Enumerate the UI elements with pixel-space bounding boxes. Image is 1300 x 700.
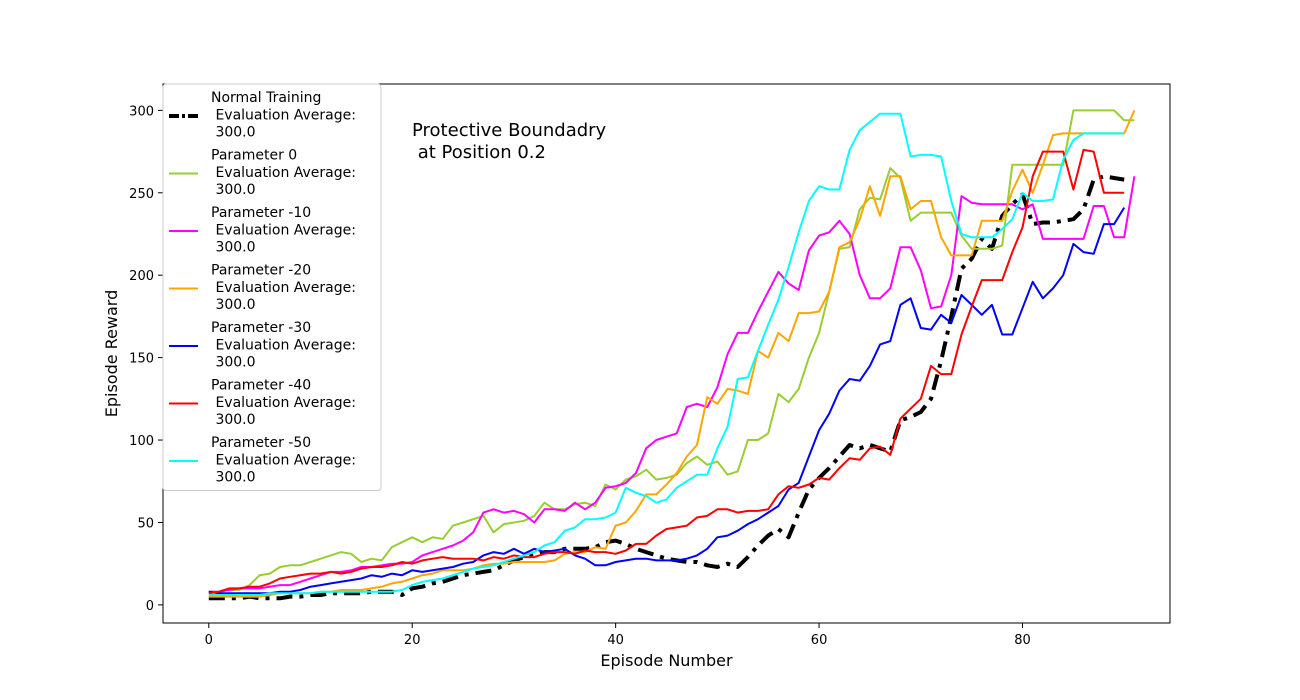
x-tick-label: 0 <box>205 633 213 648</box>
legend-label-0: Normal Training Evaluation Average: 300.… <box>211 90 356 141</box>
annotation-line-1: Protective Boundadry <box>412 120 607 141</box>
legend-label-6: Parameter -50 Evaluation Average: 300.0 <box>211 435 356 486</box>
y-tick-label: 0 <box>146 599 154 614</box>
x-tick-label: 40 <box>607 633 624 648</box>
legend: Normal Training Evaluation Average: 300.… <box>162 83 382 491</box>
series-line-2 <box>208 176 1136 593</box>
annotation-text: Protective Boundadry at Position 0.2 <box>412 120 612 163</box>
annotation-line-2: at Position 0.2 <box>412 142 546 163</box>
series-line-6 <box>208 112 1125 596</box>
series-line-0 <box>208 174 1125 601</box>
y-tick-label: 50 <box>137 516 154 531</box>
series-line-1 <box>208 109 1135 593</box>
x-tick-label: 20 <box>404 633 421 648</box>
x-tick-label: 60 <box>811 633 828 648</box>
legend-label-1: Parameter 0 Evaluation Average: 300.0 <box>211 148 356 199</box>
x-axis-ticks: 0 20 40 60 80 <box>205 623 1031 648</box>
legend-label-4: Parameter -30 Evaluation Average: 300.0 <box>211 320 356 371</box>
x-axis-label: Episode Number <box>600 651 733 670</box>
y-tick-label: 250 <box>129 187 154 202</box>
legend-frame <box>162 83 382 491</box>
series-line-5 <box>208 148 1125 595</box>
y-axis-ticks: 0 50 100 150 200 250 300 <box>129 104 163 614</box>
y-tick-label: 200 <box>129 269 154 284</box>
y-tick-label: 300 <box>129 104 154 119</box>
legend-label-5: Parameter -40 Evaluation Average: 300.0 <box>211 378 356 429</box>
series-layer <box>208 109 1136 601</box>
y-axis-label: Episode Reward <box>102 290 121 418</box>
x-tick-label: 80 <box>1014 633 1031 648</box>
series-line-3 <box>208 109 1136 598</box>
legend-label-2: Parameter -10 Evaluation Average: 300.0 <box>211 205 356 256</box>
y-tick-label: 100 <box>129 434 154 449</box>
legend-label-3: Parameter -20 Evaluation Average: 300.0 <box>211 263 356 314</box>
y-tick-label: 150 <box>129 352 154 367</box>
